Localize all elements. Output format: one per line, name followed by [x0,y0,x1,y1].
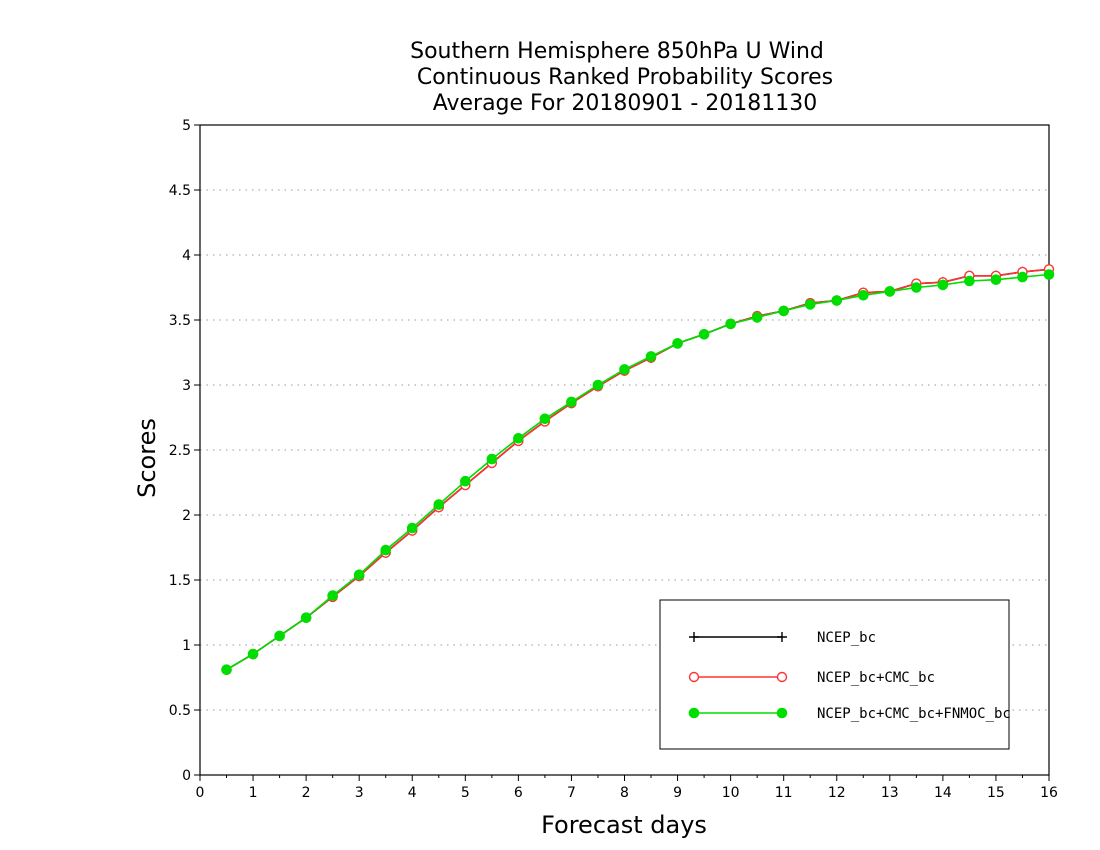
data-point [645,351,657,362]
data-point [698,329,710,340]
data-point [725,318,736,330]
data-point [566,396,577,408]
legend-entry: NCEP_bc [689,630,876,646]
x-tick-label: 7 [567,785,576,801]
data-point [327,590,338,601]
x-tick-label: 16 [1040,785,1058,801]
data-point [592,379,604,391]
x-tick-label: 15 [987,785,1005,801]
legend-marker [776,671,788,683]
data-point [672,338,683,349]
x-tick-label: 14 [934,785,952,801]
y-tick-label: 1.5 [169,573,191,589]
legend-marker [689,632,699,642]
legend-marker [777,632,787,642]
x-tick-label: 2 [302,785,311,801]
axes: 00.511.522.533.544.550 1 2 3 4 5 6 7 8 9 10 11 12 13 1… [169,118,1058,801]
data-point [1043,269,1055,280]
x-tick-label: 5 [461,785,470,801]
legend-marker [688,671,700,683]
legend: NCEP_bc NCEP_bc+CMC_bc NCEP_bc+CMC_bc+FNMO… [659,599,1011,750]
data-point [539,413,551,425]
data-point [380,544,392,556]
series-group [221,264,1055,676]
legend-label: NCEP_bc+CMC_bc+FNMOC_bc [817,706,1011,722]
y-axis-label: Scores [133,418,161,498]
data-point [221,664,232,676]
data-point [884,286,896,297]
x-tick-label: 11 [775,785,793,801]
x-tick-label: 8 [620,785,629,801]
data-point [778,305,789,317]
data-point [300,612,312,624]
chart-title-line-1: Southern Hemisphere 850hPa U Wind [410,39,824,64]
legend-marker [776,707,788,719]
data-point [274,630,285,642]
data-point [460,475,471,487]
legend-label: NCEP_bc [817,630,876,646]
y-tick-label: 0.5 [169,703,191,719]
legend-items: NCEP_bc NCEP_bc+CMC_bc NCEP_bc+CMC_bc+FNMO… [688,630,1011,722]
legend-box [659,599,1010,750]
y-tick-label: 1 [182,638,191,654]
x-tick-label: 3 [355,785,364,801]
x-tick-label: 0 [196,785,205,801]
data-point [990,274,1002,286]
data-point [964,275,975,287]
y-tick-label: 0 [182,768,191,784]
data-point [857,290,869,301]
y-tick-label: 3 [182,378,191,394]
data-point [831,295,843,306]
y-tick-label: 5 [182,118,191,134]
data-point [619,364,630,375]
data-point [804,299,816,310]
y-tick-label: 4.5 [169,183,191,199]
x-tick-label: 9 [673,785,682,801]
x-tick-label: 4 [408,785,417,801]
data-point [406,522,418,534]
legend-entry: NCEP_bc+CMC_bc+FNMOC_bc [688,706,1011,722]
x-tick-label: 13 [881,785,899,801]
chart-title-line-2: Continuous Ranked Probability Scores [417,65,833,90]
y-tick-label: 2 [182,508,191,524]
y-tick-label: 3.5 [169,313,191,329]
data-point [751,312,763,323]
legend-marker [688,707,700,719]
y-tick-label: 4 [182,248,191,264]
x-axis-label: Forecast days [541,811,707,839]
data-point [353,569,365,581]
y-tick-label: 2.5 [169,443,191,459]
data-point [486,453,498,465]
x-tick-label: 12 [828,785,846,801]
data-point [911,282,922,293]
legend-entry: NCEP_bc+CMC_bc [688,670,935,686]
x-tick-label: 6 [514,785,523,801]
data-point [433,499,445,510]
data-point [513,433,524,444]
legend-label: NCEP_bc+CMC_bc [817,670,935,686]
data-point [937,279,949,291]
x-tick-label: 1 [249,785,258,801]
x-tick-label: 10 [722,785,740,801]
chart-title-line-3: Average For 20180901 - 20181130 [433,91,818,116]
data-point [1017,271,1028,283]
series-3 [221,269,1055,676]
data-point [247,648,259,660]
